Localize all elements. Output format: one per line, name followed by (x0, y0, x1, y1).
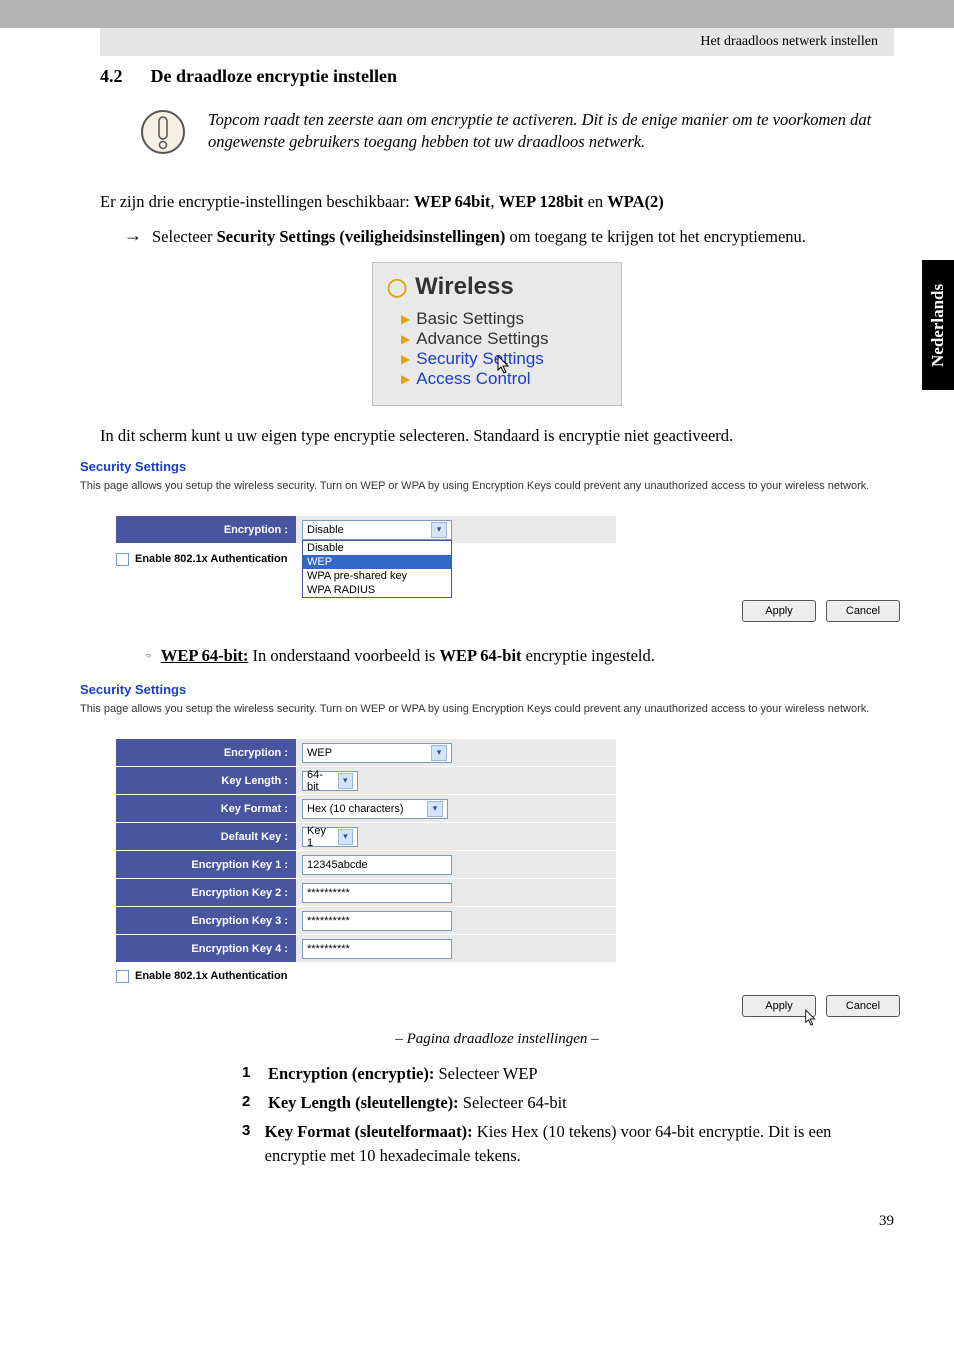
apply-button[interactable]: Apply (742, 600, 816, 622)
list-item: 1Encryption (encryptie): Selecteer WEP (242, 1062, 894, 1085)
form-input[interactable]: ********** (302, 883, 452, 903)
dropdown-option[interactable]: WPA RADIUS (303, 583, 451, 597)
form-input[interactable]: ********** (302, 939, 452, 959)
encryption-label: Encryption : (116, 516, 296, 544)
warning-icon (140, 109, 186, 160)
chevron-down-icon: ▾ (427, 801, 443, 817)
encryption-dropdown[interactable]: Disable WEP WPA pre-shared key WPA RADIU… (302, 540, 452, 598)
page-number: 39 (0, 1173, 954, 1250)
encryption-select[interactable]: Disable ▾ (302, 520, 452, 540)
form-label: Encryption : (116, 739, 296, 767)
dropdown-option[interactable]: WEP (303, 555, 451, 569)
triangle-icon: ▶ (401, 312, 410, 326)
sec1-desc: This page allows you setup the wireless … (80, 480, 904, 492)
chevron-down-icon: ▾ (338, 773, 353, 789)
section-heading: 4.2 De draadloze encryptie instellen (100, 66, 894, 87)
cancel-button[interactable]: Cancel (826, 995, 900, 1017)
form-label: Encryption Key 2 : (116, 879, 296, 907)
dropdown-option[interactable]: WPA pre-shared key (303, 569, 451, 583)
security-settings-1: Security Settings This page allows you s… (80, 459, 904, 622)
form-label: Encryption Key 3 : (116, 907, 296, 935)
wireless-item-access[interactable]: ▶ Access Control (401, 369, 607, 389)
bullet-icon: ○ (146, 651, 151, 660)
chevron-down-icon: ▾ (431, 745, 447, 761)
auth-checkbox[interactable] (116, 553, 129, 566)
form-select[interactable]: Key 1▾ (302, 827, 358, 847)
cursor-icon (804, 1009, 818, 1032)
arrow-icon: → (124, 225, 142, 247)
form-label: Key Format : (116, 795, 296, 823)
dropdown-option[interactable]: Disable (303, 541, 451, 555)
section-number: 4.2 (100, 66, 123, 87)
auth-label: Enable 802.1x Authentication (135, 553, 287, 565)
form-input[interactable]: ********** (302, 911, 452, 931)
triangle-icon: ▶ (401, 352, 410, 366)
bullet-icon: ◯ (387, 277, 407, 298)
cancel-button[interactable]: Cancel (826, 600, 900, 622)
wireless-menu-title: ◯ Wireless (387, 273, 607, 301)
triangle-icon: ▶ (401, 332, 410, 346)
intro-paragraph: Er zijn drie encryptie-instellingen besc… (100, 190, 894, 213)
list-item: 3Key Format (sleutelformaat): Kies Hex (… (242, 1120, 894, 1166)
chevron-down-icon: ▾ (431, 522, 447, 538)
note-row: Topcom raadt ten zeerste aan om encrypti… (140, 109, 894, 160)
figure-caption: – Pagina draadloze instellingen – (100, 1031, 894, 1048)
form-label: Key Length : (116, 767, 296, 795)
auth-label: Enable 802.1x Authentication (135, 970, 287, 982)
section-title: De draadloze encryptie instellen (151, 66, 397, 87)
form-select[interactable]: Hex (10 characters)▾ (302, 799, 448, 819)
triangle-icon: ▶ (401, 372, 410, 386)
list-item: 2Key Length (sleutellengte): Selecteer 6… (242, 1091, 894, 1114)
wireless-item-security[interactable]: ▶ Security Settings (401, 349, 607, 369)
wireless-item-advance[interactable]: ▶ Advance Settings (401, 329, 607, 349)
sec2-desc: This page allows you setup the wireless … (80, 703, 904, 715)
form-select[interactable]: 64-bit▾ (302, 771, 358, 791)
form-input[interactable]: 12345abcde (302, 855, 452, 875)
wep-bullet: WEP 64-bit: In onderstaand voorbeeld is … (161, 646, 655, 666)
form-select[interactable]: WEP▾ (302, 743, 452, 763)
sec2-title: Security Settings (80, 682, 904, 697)
auth-checkbox[interactable] (116, 970, 129, 983)
wireless-menu-panel: ◯ Wireless ▶ Basic Settings ▶ Advance Se… (372, 262, 622, 406)
wireless-item-basic[interactable]: ▶ Basic Settings (401, 309, 607, 329)
top-bar (0, 0, 954, 28)
form-label: Default Key : (116, 823, 296, 851)
form-label: Encryption Key 4 : (116, 935, 296, 963)
sec1-title: Security Settings (80, 459, 904, 474)
numbered-list: 1Encryption (encryptie): Selecteer WEP 2K… (242, 1062, 894, 1166)
header-band: Het draadloos netwerk instellen (100, 28, 894, 56)
chevron-down-icon: ▾ (338, 829, 353, 845)
instruction-line: → Selecteer Security Settings (veilighei… (124, 225, 894, 248)
security-settings-2: Security Settings This page allows you s… (80, 682, 904, 1017)
note-text: Topcom raadt ten zeerste aan om encrypti… (208, 109, 894, 154)
form-label: Encryption Key 1 : (116, 851, 296, 879)
language-tab: Nederlands (922, 260, 954, 390)
middle-paragraph: In dit scherm kunt u uw eigen type encry… (100, 424, 894, 447)
running-title: Het draadloos netwerk instellen (700, 34, 878, 50)
